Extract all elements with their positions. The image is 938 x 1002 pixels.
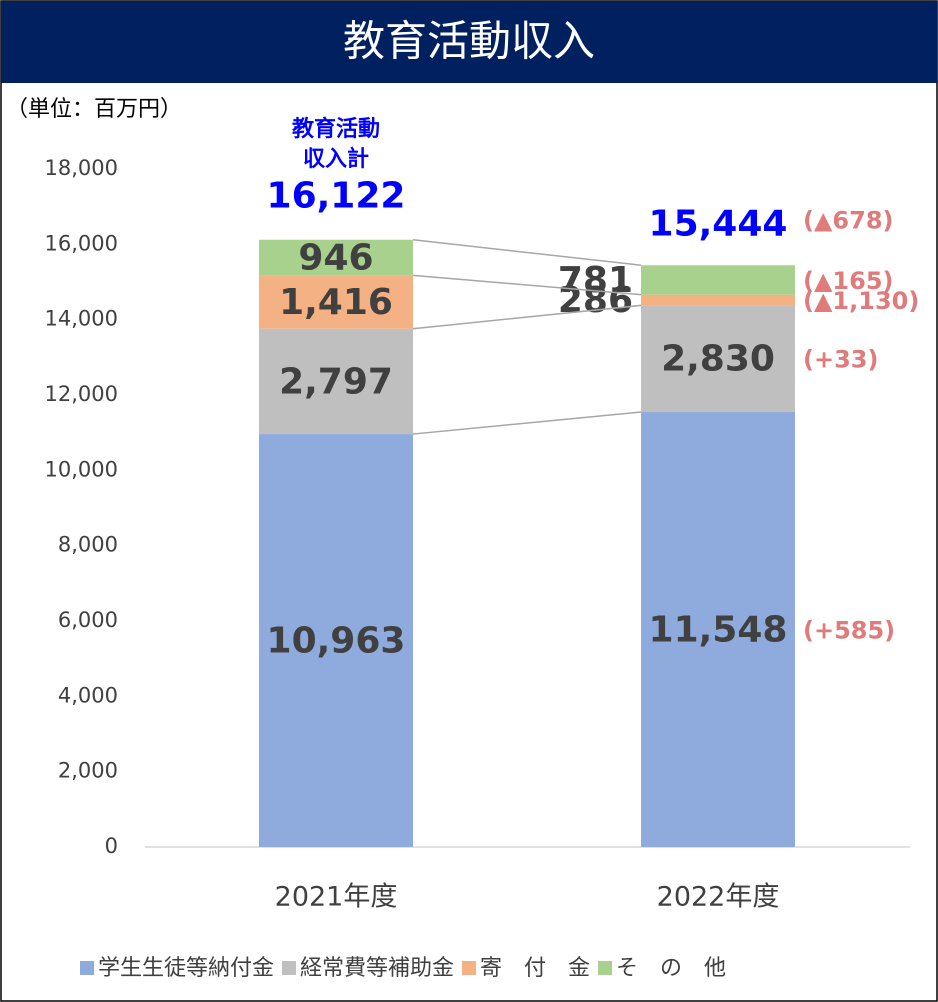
connector [412, 411, 642, 435]
bar-segment [259, 239, 413, 276]
total-title: 収入計 [303, 146, 369, 172]
legend-swatch [462, 961, 477, 975]
total-title: 教育活動 [292, 116, 380, 142]
legend-swatch [282, 961, 297, 975]
bar-segment [641, 265, 795, 295]
y-tick-label: 8,000 [58, 533, 118, 557]
change-label: (▲1,130) [803, 287, 919, 315]
y-tick-label: 0 [105, 834, 118, 858]
connector [412, 238, 642, 266]
legend-swatch [80, 961, 94, 975]
connector [412, 304, 642, 330]
total-change-label: (▲678) [803, 206, 894, 234]
x-tick-label: 2021年度 [275, 882, 398, 913]
y-tick-label: 18,000 [45, 156, 118, 180]
chart-title: 教育活動収入 [343, 17, 595, 66]
value-label: 2,830 [661, 339, 775, 380]
legend-swatch [598, 961, 613, 975]
change-label: (+33) [803, 346, 878, 374]
y-tick-label: 4,000 [58, 683, 118, 707]
change-label: (▲165) [803, 267, 894, 295]
legend-label: 経常費等補助金 [300, 956, 454, 981]
value-label: 946 [298, 238, 373, 279]
title-banner [1, 1, 937, 83]
legend-label: 学生生徒等納付金 [98, 956, 274, 981]
bar-segment [641, 412, 795, 847]
bar-segment [641, 305, 795, 413]
y-tick-label: 12,000 [45, 382, 118, 406]
value-label: 1,416 [279, 282, 393, 323]
y-tick-label: 16,000 [45, 231, 118, 255]
y-tick-label: 10,000 [45, 457, 118, 481]
legend-label: そ の 他 [616, 956, 726, 981]
bar-segment [259, 434, 413, 847]
y-tick-label: 6,000 [58, 608, 118, 632]
value-label: 11,548 [649, 610, 788, 651]
connector [412, 274, 642, 296]
unit-label: （単位：百万円） [6, 97, 182, 122]
y-tick-label: 2,000 [58, 759, 118, 783]
y-tick-label: 14,000 [45, 307, 118, 331]
total-label: 15,444 [649, 203, 788, 244]
change-label: (+585) [803, 617, 895, 645]
total-label: 16,122 [267, 176, 406, 217]
value-label: 286 [558, 280, 633, 321]
value-label: 781 [558, 260, 633, 301]
bar-segment [259, 328, 413, 435]
x-tick-label: 2022年度 [657, 882, 780, 913]
bar-segment [641, 294, 795, 306]
legend-label: 寄 付 金 [480, 956, 590, 981]
value-label: 10,963 [267, 621, 406, 662]
value-label: 2,797 [279, 361, 393, 402]
bar-segment [259, 275, 413, 329]
